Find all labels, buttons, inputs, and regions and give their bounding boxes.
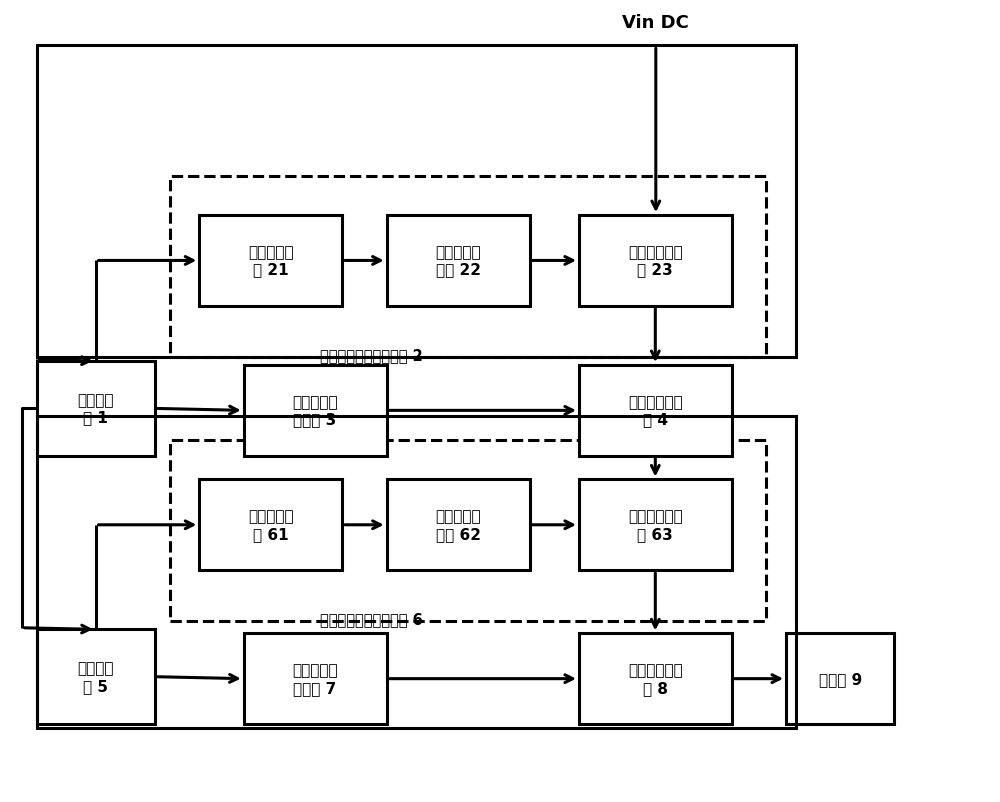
FancyBboxPatch shape — [387, 216, 530, 306]
FancyBboxPatch shape — [579, 634, 732, 724]
FancyBboxPatch shape — [199, 216, 342, 306]
Text: 电磁阀 9: 电磁阀 9 — [819, 671, 862, 687]
Text: 第一切断继电
器 4: 第一切断继电 器 4 — [628, 395, 683, 427]
FancyBboxPatch shape — [244, 366, 387, 456]
Text: 第二推挽电
路 61: 第二推挽电 路 61 — [248, 509, 294, 541]
Text: 第一推挽电
路 21: 第一推挽电 路 21 — [248, 245, 294, 277]
Text: 第二切断继电
器 8: 第二切断继电 器 8 — [628, 662, 683, 695]
Text: 第二触点检测反馈电路 6: 第二触点检测反馈电路 6 — [320, 611, 423, 626]
Text: 第一电源管
理芯片 3: 第一电源管 理芯片 3 — [292, 395, 338, 427]
Text: 第二电荷泵
电路 62: 第二电荷泵 电路 62 — [435, 509, 481, 541]
Text: 第二电源管
理芯片 7: 第二电源管 理芯片 7 — [292, 662, 338, 695]
Text: 第一触点检测反馈电路 2: 第一触点检测反馈电路 2 — [320, 347, 423, 363]
FancyBboxPatch shape — [786, 634, 894, 724]
FancyBboxPatch shape — [37, 630, 155, 724]
FancyBboxPatch shape — [579, 216, 732, 306]
Text: 第一控制
器 1: 第一控制 器 1 — [77, 393, 114, 425]
FancyBboxPatch shape — [579, 366, 732, 456]
Text: 第一安全继电
器 23: 第一安全继电 器 23 — [628, 245, 683, 277]
FancyBboxPatch shape — [387, 480, 530, 570]
FancyBboxPatch shape — [579, 480, 732, 570]
FancyBboxPatch shape — [244, 634, 387, 724]
Text: Vin DC: Vin DC — [622, 14, 689, 32]
Text: 第二控制
器 5: 第二控制 器 5 — [77, 661, 114, 693]
Text: 第一电荷泵
电路 22: 第一电荷泵 电路 22 — [435, 245, 481, 277]
FancyBboxPatch shape — [199, 480, 342, 570]
FancyBboxPatch shape — [37, 362, 155, 456]
Text: 第二安全继电
器 63: 第二安全继电 器 63 — [628, 509, 683, 541]
